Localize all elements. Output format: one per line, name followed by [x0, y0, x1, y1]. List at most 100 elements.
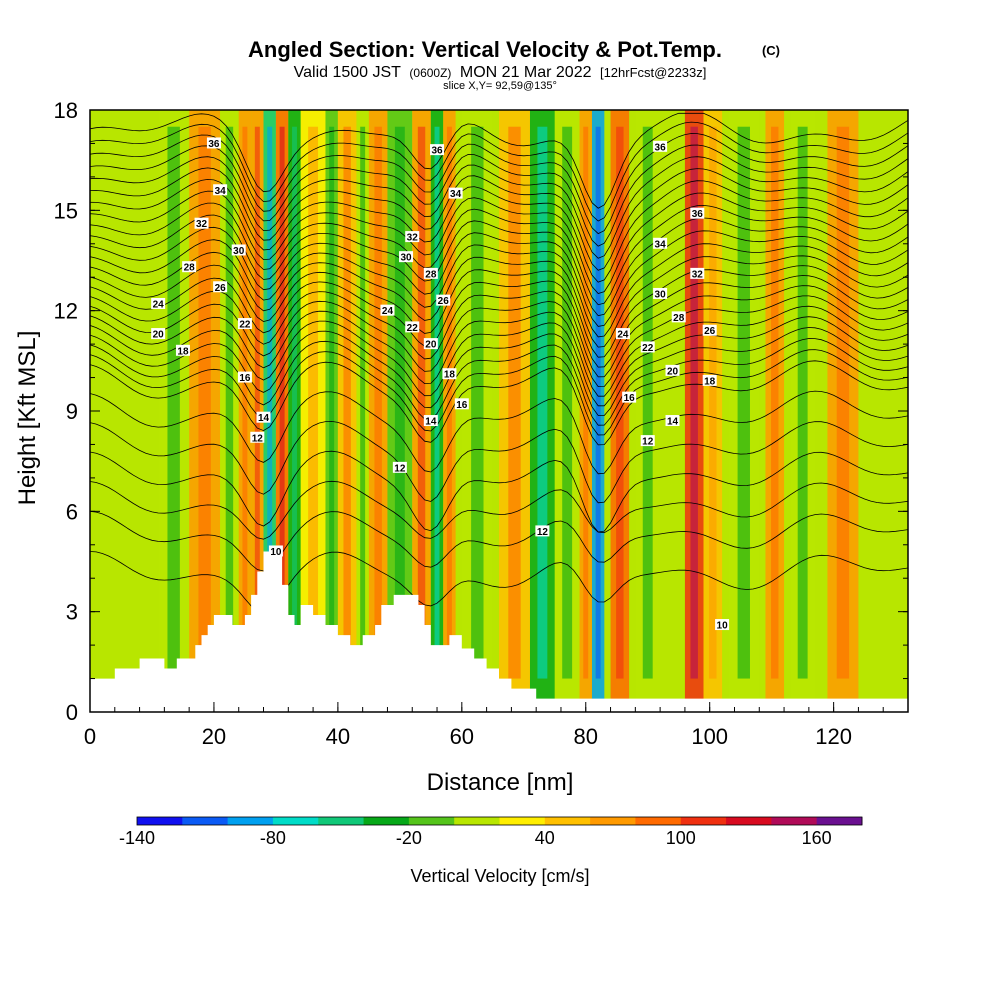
theta-contour — [90, 121, 908, 222]
velocity-field — [158, 110, 859, 712]
theta-contour — [90, 338, 908, 426]
contour-label: 14 — [667, 417, 679, 428]
contour-label-box — [151, 297, 166, 309]
theta-contour — [90, 190, 908, 294]
contour-label-box — [182, 261, 197, 273]
velocity-core — [267, 126, 273, 679]
contour-label-box — [423, 338, 438, 350]
contour-label: 22 — [407, 323, 419, 334]
contour-label-box — [213, 184, 228, 196]
contour-label: 34 — [215, 186, 227, 197]
colorbar-swatch — [726, 817, 772, 825]
subtitle-valid: Valid 1500 JST — [294, 64, 402, 81]
contour-label: 30 — [655, 289, 667, 300]
theta-contour — [90, 480, 908, 540]
contour-label: 30 — [233, 246, 245, 257]
theta-contour — [90, 316, 908, 407]
colorbar-swatch — [771, 817, 818, 825]
contour-label: 10 — [270, 547, 282, 558]
theta-contour — [90, 551, 908, 614]
colorbar-swatch — [227, 817, 274, 825]
velocity-core — [254, 126, 260, 679]
theta-contour — [90, 305, 908, 397]
colorbar-tick-label: 160 — [802, 828, 832, 848]
colorbar-swatch — [635, 817, 682, 825]
velocity-core — [583, 126, 589, 679]
y-tick-label: 9 — [66, 399, 78, 424]
contour-label-box — [653, 140, 668, 152]
velocity-core — [343, 126, 351, 679]
colorbar-swatch — [182, 817, 229, 825]
contour-label: 16 — [239, 373, 251, 384]
theta-contour — [90, 264, 908, 358]
theta-contour — [90, 133, 908, 235]
contour-label-box — [615, 328, 630, 340]
colorbar-tick-label: -140 — [119, 828, 155, 848]
theta-contour — [90, 167, 908, 271]
theta-contour — [90, 349, 908, 436]
contour-label-box — [690, 267, 705, 279]
contour-label: 26 — [438, 296, 450, 307]
contour-label-box — [399, 251, 414, 263]
contour-label: 12 — [252, 433, 264, 444]
y-tick-label: 15 — [54, 198, 78, 223]
velocity-core — [225, 126, 234, 679]
contour-label-box — [715, 619, 730, 631]
velocity-core — [434, 126, 440, 679]
contour-labels: 36 34 32 30 28 26 24 22 20 18 16 14 12 10 36 34 32 30 28 26… — [151, 137, 730, 632]
x-tick-label: 120 — [815, 724, 852, 749]
contour-label: 30 — [400, 253, 412, 264]
contour-label-box — [653, 237, 668, 249]
velocity-core — [292, 126, 297, 679]
contour-label: 14 — [425, 417, 437, 428]
contour-label-box — [665, 364, 680, 376]
subtitle-forecast: [12hrFcst@2233z] — [600, 65, 706, 80]
contour-label: 36 — [208, 139, 220, 150]
colorbar-tick-label: -80 — [260, 828, 286, 848]
colorbar-swatch — [272, 817, 319, 825]
contour-label-box — [213, 281, 228, 293]
contour-label-box — [423, 415, 438, 427]
theta-contour — [90, 144, 908, 247]
colorbar: -140 -80 -20 40 100 160 — [119, 816, 863, 848]
theta-contour — [90, 360, 908, 446]
contour-label: 36 — [431, 146, 443, 157]
theta-contour — [90, 156, 908, 259]
y-tick-label: 0 — [66, 700, 78, 725]
contour-label-box — [405, 321, 420, 333]
velocity-core — [360, 126, 366, 679]
chart-title: Angled Section: Vertical Velocity & Pot.… — [248, 37, 722, 62]
contour-label-box — [436, 294, 451, 306]
contour-label: 28 — [184, 263, 196, 274]
theta-contour — [90, 327, 908, 416]
contour-label: 20 — [153, 330, 165, 341]
contour-label-box — [237, 371, 252, 383]
theta-contour — [90, 450, 908, 533]
x-axis-label: Distance [nm] — [427, 769, 574, 796]
contour-label-box — [405, 231, 420, 243]
contour-label: 22 — [642, 343, 654, 354]
colorbar-tick-label: 100 — [666, 828, 696, 848]
x-tick-label: 60 — [450, 724, 474, 749]
contour-label: 36 — [655, 142, 667, 153]
colorbar-label: Vertical Velocity [cm/s] — [410, 866, 589, 886]
contour-label-box — [380, 304, 395, 316]
velocity-core — [167, 126, 180, 679]
colorbar-swatch — [590, 817, 636, 825]
contour-label: 12 — [642, 437, 654, 448]
velocity-core — [616, 126, 624, 679]
theta-contour — [90, 202, 908, 306]
contour-label-box — [640, 341, 655, 353]
velocity-core — [562, 126, 573, 679]
velocity-core — [709, 126, 717, 679]
velocity-core — [595, 126, 601, 679]
colorbar-swatch — [363, 817, 410, 825]
colorbar-frame — [136, 816, 863, 826]
contour-label-box — [231, 244, 246, 256]
contour-label-box — [640, 435, 655, 447]
colorbar-tick-label: -20 — [396, 828, 422, 848]
contour-label: 18 — [177, 346, 189, 357]
theta-contour — [90, 511, 908, 572]
y-tick-label: 12 — [54, 299, 78, 324]
